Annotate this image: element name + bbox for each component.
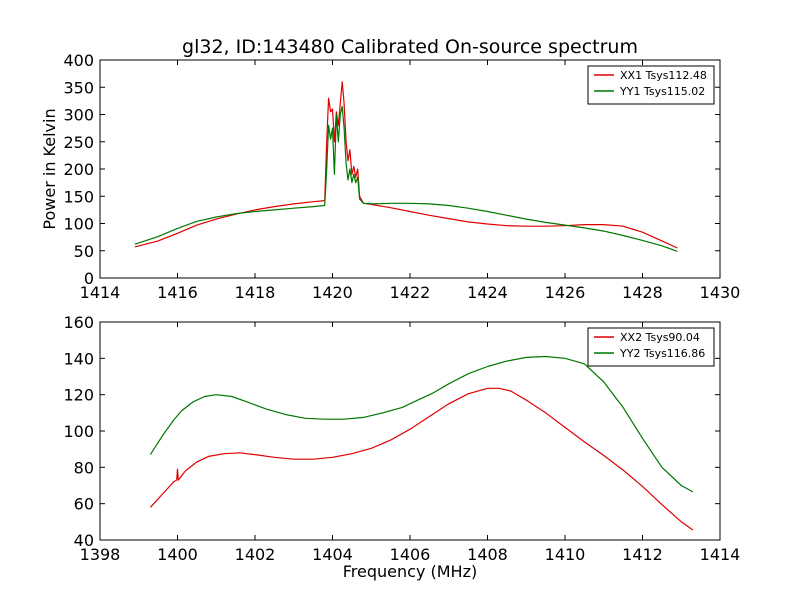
y-tick-label: 400 bbox=[63, 51, 94, 70]
series-line-yy2 bbox=[149, 355, 694, 493]
legend: XX1 Tsys112.48 YY1 Tsys115.02 bbox=[587, 65, 715, 105]
x-tick-label: 1426 bbox=[545, 283, 586, 302]
x-tick-label: 1412 bbox=[622, 545, 663, 564]
y-tick-label: 160 bbox=[63, 313, 94, 332]
x-tick-label: 1402 bbox=[235, 545, 276, 564]
x-axis-label: Frequency (MHz) bbox=[343, 562, 477, 581]
x-tick-label: 1400 bbox=[157, 545, 198, 564]
x-tick-label: 1428 bbox=[622, 283, 663, 302]
y-tick-label: 0 bbox=[84, 269, 94, 288]
legend-box bbox=[587, 65, 715, 105]
legend: XX2 Tsys90.04 YY2 Tsys116.86 bbox=[587, 327, 715, 367]
x-tick-label: 1414 bbox=[700, 545, 741, 564]
y-tick-label: 40 bbox=[74, 531, 94, 550]
y-axis-label: Power in Kelvin bbox=[40, 108, 59, 229]
x-tick-label: 1404 bbox=[312, 545, 353, 564]
x-tick-label: 1410 bbox=[545, 545, 586, 564]
y-tick-label: 300 bbox=[63, 106, 94, 125]
series-line-xx2 bbox=[149, 387, 694, 531]
legend-entry: XX1 Tsys112.48 bbox=[620, 69, 707, 82]
y-tick-label: 120 bbox=[63, 386, 94, 405]
y-tick-label: 150 bbox=[63, 187, 94, 206]
x-tick-label: 1398 bbox=[80, 545, 121, 564]
y-tick-label: 200 bbox=[63, 160, 94, 179]
legend-box bbox=[587, 327, 715, 367]
x-tick-label: 1420 bbox=[312, 283, 353, 302]
x-tick-label: 1424 bbox=[467, 283, 508, 302]
legend-entry: YY2 Tsys116.86 bbox=[619, 347, 705, 360]
y-tick-label: 60 bbox=[74, 495, 94, 514]
x-tick-label: 1406 bbox=[390, 545, 431, 564]
bottom-panel: 1398 1400 1402 1404 1406 1408 1410 1412 1414 40 60… bbox=[63, 313, 740, 581]
chart-title: gl32, ID:143480 Calibrated On-source spe… bbox=[182, 36, 638, 58]
y-tick-label: 100 bbox=[63, 215, 94, 234]
x-tick-label: 1414 bbox=[80, 283, 121, 302]
x-tick-label: 1416 bbox=[157, 283, 198, 302]
y-tick-label: 100 bbox=[63, 422, 94, 441]
x-tick-label: 1430 bbox=[700, 283, 741, 302]
x-tick-label: 1422 bbox=[390, 283, 431, 302]
x-tick-label: 1408 bbox=[467, 545, 508, 564]
legend-entry: YY1 Tsys115.02 bbox=[619, 85, 705, 98]
series-line-xx1 bbox=[134, 81, 678, 249]
y-tick-label: 140 bbox=[63, 349, 94, 368]
x-tick-label: 1418 bbox=[235, 283, 276, 302]
y-tick-label: 250 bbox=[63, 133, 94, 152]
top-panel: 1414 1416 1418 1420 1422 1424 1426 1428 1430 0 50 1… bbox=[40, 51, 740, 302]
legend-entry: XX2 Tsys90.04 bbox=[620, 331, 700, 344]
series-line-yy1 bbox=[134, 105, 678, 252]
y-tick-label: 80 bbox=[74, 458, 94, 477]
y-tick-label: 50 bbox=[74, 242, 94, 261]
y-tick-label: 350 bbox=[63, 78, 94, 97]
